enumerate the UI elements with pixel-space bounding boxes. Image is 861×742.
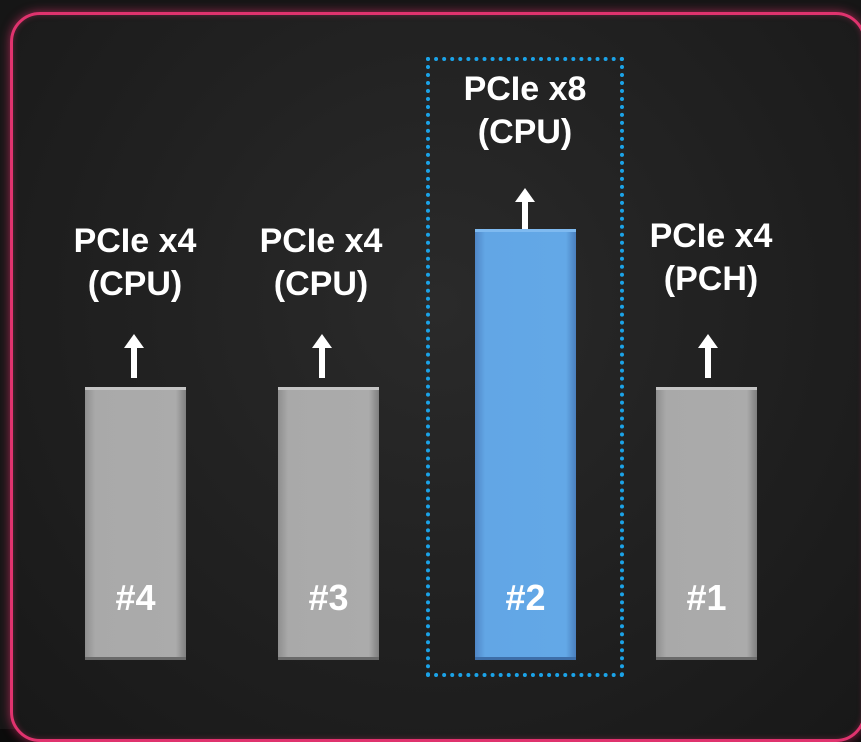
arrow-up-icon (312, 334, 332, 378)
arrow-up-icon (698, 334, 718, 378)
slot-4-number: #4 (115, 577, 156, 618)
slot-3-label-line2: (CPU) (273, 265, 369, 303)
slot-2-number: #2 (505, 577, 546, 618)
slot-1-label-line1: PCIe x4 (649, 217, 773, 255)
arrow-up-icon (515, 188, 535, 232)
arrow-up-icon (124, 334, 144, 378)
slot-2-label-line1: PCIe x8 (463, 70, 587, 108)
slot-4-label-line1: PCIe x4 (73, 222, 197, 260)
slot-1-number: #1 (686, 577, 727, 618)
pcie-slot-2: #2 (475, 229, 576, 660)
slot-1-label-line2: (PCH) (663, 260, 759, 298)
highlight-box-slot-2 (426, 57, 624, 677)
pcie-slot-3: #3 (278, 387, 379, 660)
slot-4-label-line2: (CPU) (87, 265, 183, 303)
slot-2-label-line2: (CPU) (477, 113, 573, 151)
slot-3-label-line1: PCIe x4 (259, 222, 383, 260)
slot-3-number: #3 (308, 577, 349, 618)
slot-3-label: PCIe x4 (CPU) (236, 220, 406, 306)
pcie-slot-1: #1 (656, 387, 757, 660)
pcie-slot-4: #4 (85, 387, 186, 660)
slot-4-label: PCIe x4 (CPU) (50, 220, 220, 306)
slot-1-label: PCIe x4 (PCH) (626, 215, 796, 301)
slot-2-label: PCIe x8 (CPU) (440, 68, 610, 154)
